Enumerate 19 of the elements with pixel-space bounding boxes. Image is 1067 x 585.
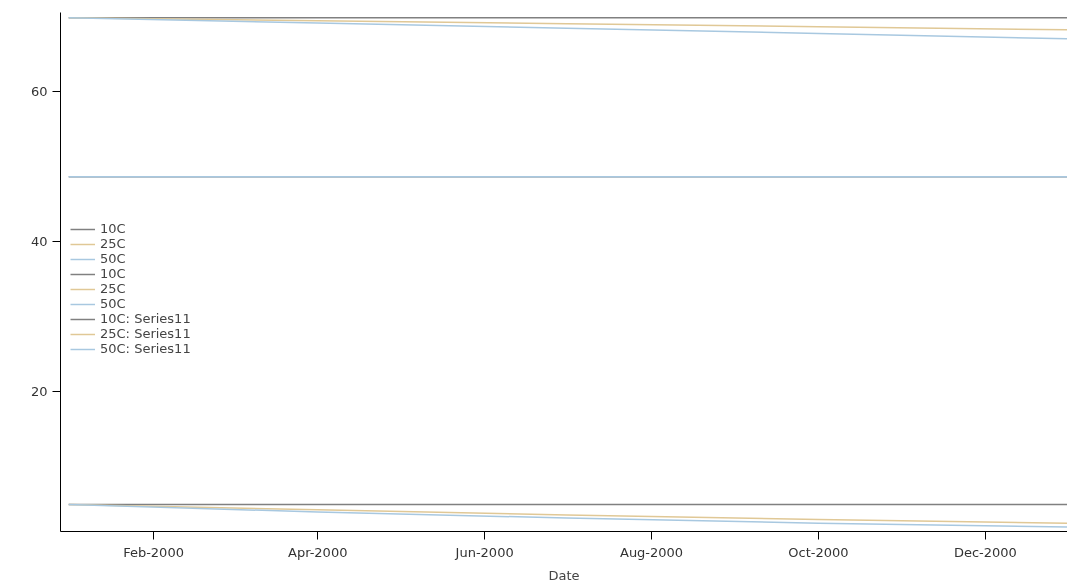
x-tick-label: Aug-2000: [619, 544, 684, 560]
y-tick-label: 40: [30, 233, 48, 249]
legend-label: 10C: [100, 221, 126, 236]
x-tick-label: Oct-2000: [788, 544, 849, 560]
legend-label: 10C: [100, 266, 126, 281]
legend-label: 10C: Series11: [100, 311, 191, 326]
x-tick-label: Feb-2000: [123, 544, 184, 560]
legend-label: 50C: Series11: [100, 341, 191, 356]
x-tick-label: Dec-2000: [953, 544, 1017, 560]
legend-label: 25C: Series11: [100, 326, 191, 341]
x-tick-label: Jun-2000: [454, 544, 514, 560]
legend-label: 50C: [100, 251, 126, 266]
x-axis-title: Date: [548, 567, 580, 583]
legend-label: 50C: [100, 296, 126, 311]
y-tick-label: 60: [30, 83, 48, 99]
x-tick-label: Apr-2000: [288, 544, 348, 560]
legend-label: 25C: [100, 236, 126, 251]
legend-label: 25C: [100, 281, 126, 296]
y-tick-label: 20: [30, 383, 48, 399]
